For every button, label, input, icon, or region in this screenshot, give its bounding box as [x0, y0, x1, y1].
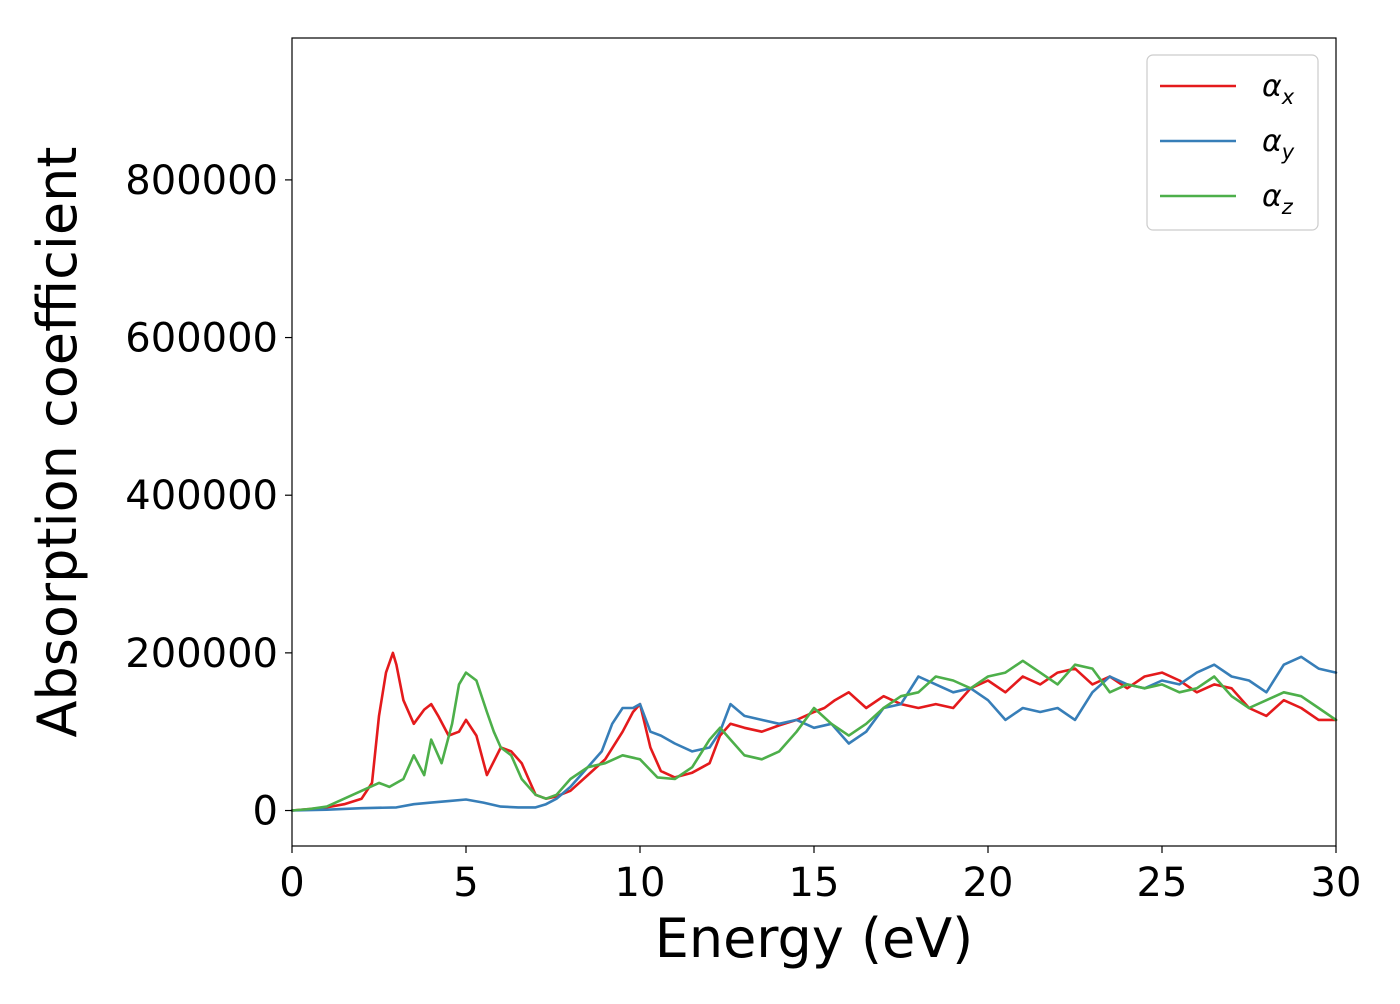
x-tick-label: 10 [615, 860, 666, 906]
legend-label-y: αy [1262, 124, 1295, 164]
series-layer [290, 651, 1338, 812]
y-axis-ticks: 0 200000 400000 600000 800000 [125, 158, 292, 835]
legend-label-x: αx [1262, 69, 1295, 109]
legend-box [1146, 54, 1319, 231]
x-tick-label: 15 [789, 860, 840, 906]
x-tick-label: 30 [1311, 860, 1362, 906]
x-tick-label: 25 [1137, 860, 1188, 906]
x-axis-ticks: 0 5 10 15 20 25 30 [279, 846, 1361, 906]
x-tick-label: 0 [279, 860, 304, 906]
y-tick-label: 0 [253, 789, 278, 835]
y-tick-label: 800000 [125, 158, 278, 204]
x-tick-label: 20 [963, 860, 1014, 906]
legend-label-z: αz [1262, 179, 1294, 219]
y-tick-label: 400000 [125, 473, 278, 519]
x-tick-label: 5 [453, 860, 478, 906]
x-axis-label: Energy (eV) [655, 907, 974, 970]
y-tick-label: 200000 [125, 631, 278, 677]
series-line-x [290, 651, 1338, 812]
series-line-z [290, 659, 1338, 812]
legend: αx αy αz [1146, 54, 1319, 231]
y-tick-label: 600000 [125, 316, 278, 362]
y-axis-label: Absorption coefficient [26, 147, 89, 738]
series-line-y [290, 655, 1338, 812]
